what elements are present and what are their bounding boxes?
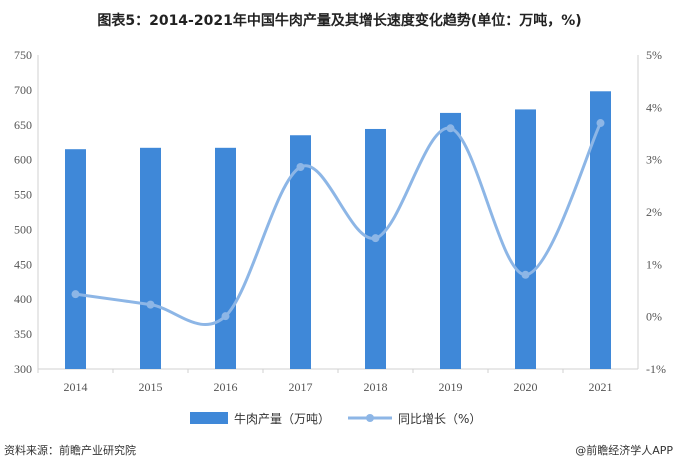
y-left-tick-label: 500	[14, 222, 32, 236]
y-left-tick-label: 400	[14, 292, 32, 306]
bar-2014	[65, 149, 86, 369]
growth-point-2018	[371, 234, 380, 243]
brand-note: @前瞻经济学人APP	[575, 444, 673, 457]
y-right-tick-label: 2%	[646, 205, 662, 219]
y-left-tick-label: 750	[14, 48, 32, 62]
y-right-tick-label: 3%	[646, 153, 662, 167]
x-tick-label: 2020	[514, 380, 538, 394]
y-right-tick-label: 0%	[646, 310, 662, 324]
x-tick-label: 2018	[364, 380, 388, 394]
bar-2016	[215, 147, 236, 369]
bar-2018	[365, 128, 386, 369]
y-left-tick-label: 450	[14, 257, 32, 271]
y-left-tick-label: 600	[14, 153, 32, 167]
bar-2019	[440, 112, 461, 369]
y-left-tick-label: 300	[14, 362, 32, 376]
legend-bar-swatch	[190, 412, 228, 424]
legend-line-label: 同比增长（%）	[398, 412, 481, 426]
source-note: 资料来源：前瞻产业研究院	[4, 444, 136, 457]
y-left-tick-label: 550	[14, 188, 32, 202]
bar-2015	[140, 147, 161, 369]
bar-2021	[590, 91, 611, 369]
y-right-tick-label: 1%	[646, 257, 662, 271]
x-tick-label: 2014	[64, 380, 88, 394]
y-left-tick-label: 350	[14, 327, 32, 341]
bar-2017	[290, 135, 311, 369]
growth-point-2016	[221, 312, 230, 321]
chart-axes: 300 350 400 450 500 550 600 650 700 750 -1% 0% 1% 2% 3…	[14, 48, 666, 394]
legend-bar-label: 牛肉产量（万吨）	[234, 411, 330, 426]
x-tick-label: 2019	[439, 380, 463, 394]
bar-2020	[515, 109, 536, 369]
bar-series	[65, 91, 611, 369]
y-left-tick-label: 700	[14, 83, 32, 97]
growth-point-2020	[521, 270, 530, 279]
line-series	[71, 119, 605, 326]
growth-point-2021	[596, 119, 605, 128]
y-right-tick-label: 5%	[646, 48, 662, 62]
legend-line-marker	[366, 414, 374, 422]
x-tick-label: 2016	[214, 380, 238, 394]
growth-point-2015	[146, 300, 155, 309]
y-left-tick-label: 650	[14, 118, 32, 132]
growth-point-2019	[446, 124, 455, 133]
y-right-tick-label: -1%	[646, 362, 666, 376]
growth-point-2017	[296, 162, 305, 171]
x-tick-label: 2015	[139, 380, 163, 394]
x-tick-label: 2021	[589, 380, 613, 394]
x-tick-label: 2017	[289, 380, 313, 394]
y-right-tick-label: 4%	[646, 100, 662, 114]
chart-title: 图表5：2014-2021年中国牛肉产量及其增长速度变化趋势(单位：万吨，%)	[97, 13, 582, 29]
chart-legend: 牛肉产量（万吨） 同比增长（%）	[190, 411, 481, 426]
growth-point-2014	[71, 290, 80, 299]
